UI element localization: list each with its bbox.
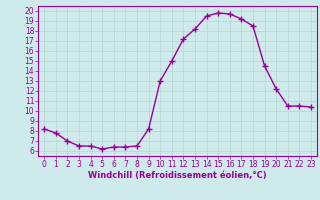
X-axis label: Windchill (Refroidissement éolien,°C): Windchill (Refroidissement éolien,°C) — [88, 171, 267, 180]
